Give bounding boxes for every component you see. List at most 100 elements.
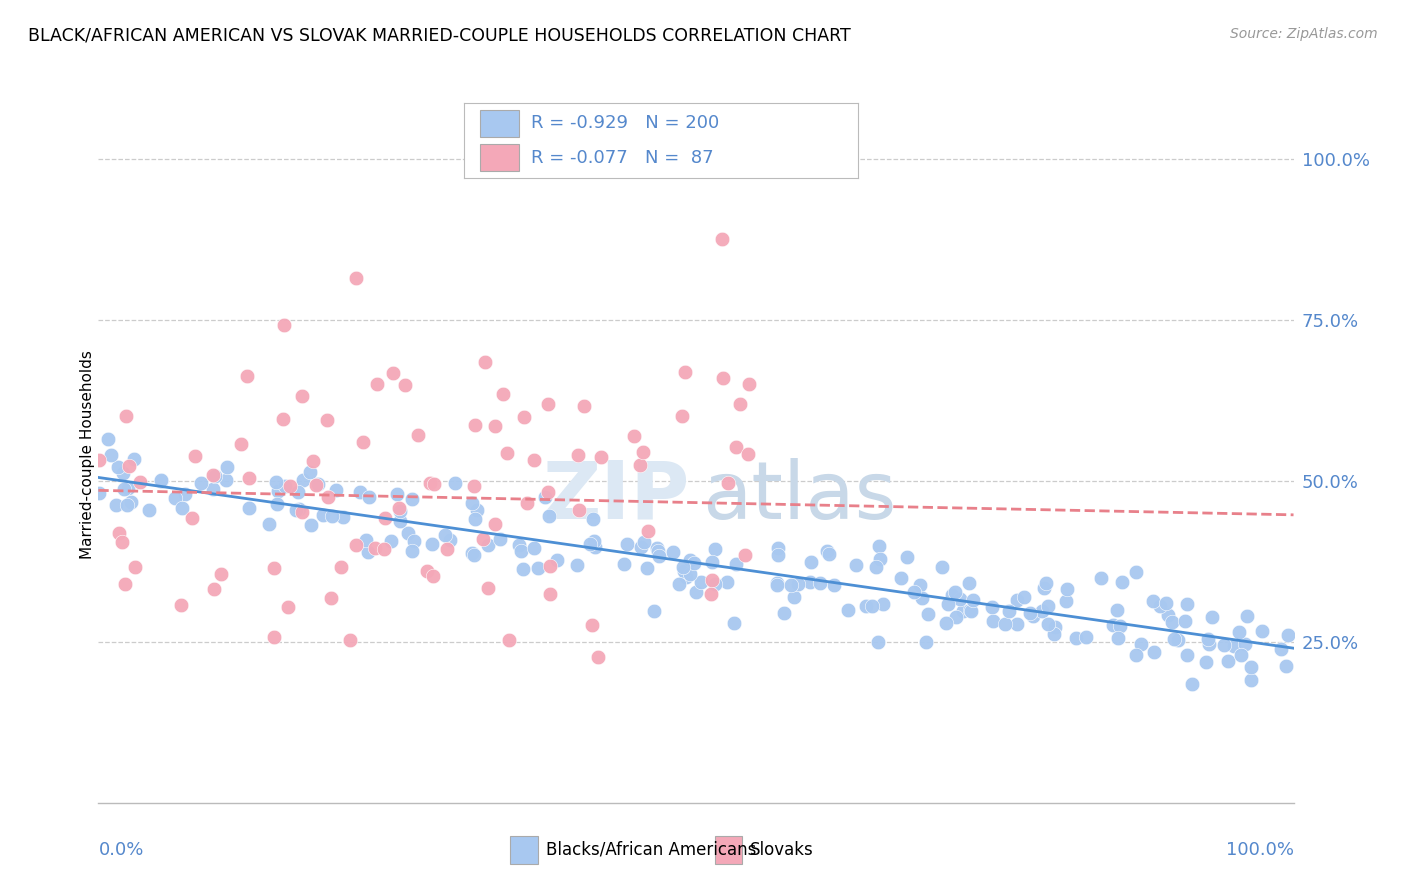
Point: [538, 558, 561, 573]
Point: [998, 604, 1021, 618]
Point: [401, 544, 423, 558]
Point: [299, 465, 322, 479]
Point: [855, 599, 877, 613]
Text: atlas: atlas: [702, 458, 896, 536]
Point: [981, 600, 1004, 615]
Point: [149, 474, 172, 488]
Point: [1107, 603, 1129, 617]
Point: [1198, 637, 1220, 651]
Point: [675, 569, 697, 583]
Point: [1108, 618, 1130, 632]
Point: [1111, 575, 1133, 590]
Point: [406, 428, 429, 442]
Point: [416, 564, 439, 578]
Point: [1195, 656, 1218, 670]
Point: [672, 560, 695, 574]
Point: [865, 560, 887, 574]
Point: [823, 578, 845, 592]
Point: [1275, 659, 1298, 673]
Point: [498, 633, 520, 648]
Point: [291, 389, 314, 403]
Point: [315, 413, 337, 427]
Point: [484, 419, 506, 434]
Point: [574, 399, 596, 413]
Point: [647, 544, 669, 558]
Point: [782, 590, 804, 604]
Point: [935, 615, 957, 630]
Point: [671, 409, 693, 424]
Point: [495, 446, 517, 460]
Point: [689, 574, 711, 589]
Point: [799, 574, 821, 589]
Point: [165, 491, 187, 506]
Point: [278, 479, 301, 493]
Point: [318, 490, 340, 504]
Point: [266, 475, 288, 489]
Point: [321, 509, 343, 524]
Point: [1054, 593, 1077, 607]
Point: [382, 367, 405, 381]
Point: [512, 409, 534, 424]
Point: [354, 533, 377, 547]
Point: [868, 539, 890, 553]
Point: [1234, 637, 1257, 651]
Y-axis label: Married-couple Households: Married-couple Households: [80, 351, 94, 559]
Point: [477, 581, 499, 595]
Point: [911, 591, 934, 606]
Point: [630, 540, 652, 554]
Point: [780, 578, 803, 592]
Point: [1031, 604, 1053, 618]
Point: [908, 578, 931, 592]
Point: [936, 598, 959, 612]
Point: [1101, 618, 1123, 632]
Point: [329, 560, 352, 574]
Point: [420, 537, 443, 551]
Point: [661, 545, 683, 559]
Point: [1270, 642, 1292, 657]
Point: [100, 448, 122, 462]
Point: [319, 591, 342, 606]
Point: [299, 517, 322, 532]
Point: [263, 630, 285, 644]
Point: [349, 484, 371, 499]
Point: [703, 541, 725, 556]
Point: [118, 458, 141, 473]
Point: [273, 411, 295, 425]
Point: [703, 576, 725, 591]
Point: [284, 503, 307, 517]
Point: [645, 541, 668, 556]
Point: [786, 577, 808, 591]
Point: [115, 498, 138, 512]
Point: [273, 318, 295, 333]
Point: [586, 649, 609, 664]
Point: [396, 526, 419, 541]
Point: [1129, 637, 1152, 651]
Point: [546, 553, 568, 567]
Point: [401, 492, 423, 507]
Point: [860, 599, 883, 614]
Point: [637, 524, 659, 538]
Point: [668, 577, 690, 591]
Point: [1005, 617, 1028, 632]
Point: [1154, 596, 1177, 610]
Point: [766, 541, 789, 556]
Point: [267, 483, 290, 498]
Point: [1240, 673, 1263, 688]
Point: [436, 541, 458, 556]
Point: [1036, 599, 1059, 614]
Point: [461, 496, 484, 510]
Point: [344, 271, 367, 285]
Point: [700, 555, 723, 569]
Text: 0.0%: 0.0%: [98, 841, 143, 859]
Point: [465, 503, 488, 517]
FancyBboxPatch shape: [479, 111, 519, 136]
Point: [366, 376, 388, 391]
Point: [236, 368, 259, 383]
Text: Source: ZipAtlas.com: Source: ZipAtlas.com: [1230, 27, 1378, 41]
Point: [800, 555, 823, 569]
Text: ZIP: ZIP: [543, 458, 690, 536]
Point: [1236, 609, 1258, 624]
Point: [523, 541, 546, 555]
Point: [190, 475, 212, 490]
Point: [312, 508, 335, 522]
